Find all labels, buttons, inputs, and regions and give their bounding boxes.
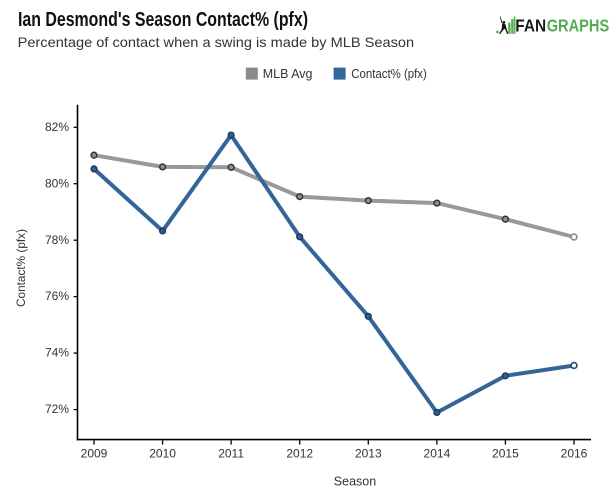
svg-text:Ian Desmond's Season Contact%: Ian Desmond's Season Contact% (pfx) — [18, 9, 308, 31]
svg-text:2016: 2016 — [561, 447, 588, 461]
svg-text:2011: 2011 — [218, 447, 244, 461]
svg-text:2009: 2009 — [81, 447, 108, 461]
svg-text:2010: 2010 — [149, 447, 176, 461]
svg-text:76%: 76% — [45, 289, 69, 303]
svg-text:74%: 74% — [45, 346, 69, 360]
svg-text:78%: 78% — [45, 233, 69, 247]
svg-text:FAN: FAN — [515, 16, 546, 36]
svg-text:MLB Avg: MLB Avg — [263, 67, 313, 81]
svg-text:2012: 2012 — [286, 447, 313, 461]
svg-text:2014: 2014 — [424, 447, 451, 461]
svg-text:2015: 2015 — [492, 447, 519, 461]
svg-text:Contact% (pfx): Contact% (pfx) — [14, 229, 28, 307]
svg-text:Contact% (pfx): Contact% (pfx) — [351, 67, 427, 81]
svg-text:80%: 80% — [45, 176, 69, 190]
svg-text:2013: 2013 — [355, 447, 382, 461]
svg-text:Season: Season — [334, 475, 376, 489]
svg-text:82%: 82% — [45, 120, 69, 134]
svg-text:GRAPHS: GRAPHS — [547, 16, 610, 36]
svg-text:72%: 72% — [45, 402, 69, 416]
svg-text:Percentage of contact when a s: Percentage of contact when a swing is ma… — [18, 35, 415, 50]
